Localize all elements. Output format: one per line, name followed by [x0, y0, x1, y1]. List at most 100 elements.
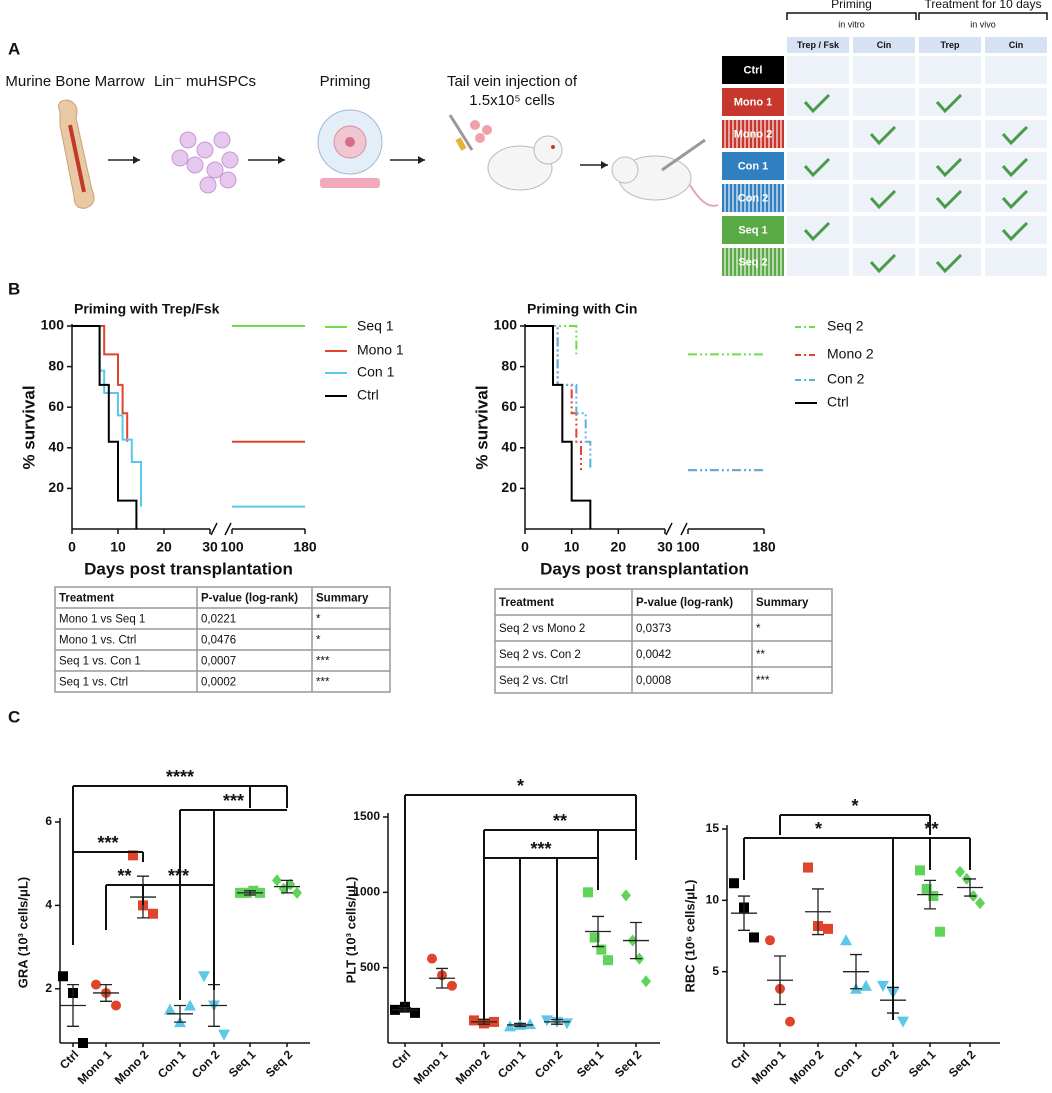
- significance-label: *: [851, 796, 858, 816]
- y-tick-label: 60: [501, 398, 517, 414]
- data-point: [541, 1015, 553, 1027]
- y-tick-label: 2: [45, 981, 52, 995]
- row-label: Seq 1: [738, 224, 767, 236]
- data-point: [928, 891, 939, 902]
- x-tick-label: Con 2: [189, 1047, 223, 1081]
- axis-break: [210, 522, 218, 536]
- data-point: [285, 878, 296, 891]
- y-axis-label: GRA (10³ cells/μL): [15, 877, 30, 989]
- table-cell: [985, 184, 1047, 212]
- table-cell: [853, 184, 915, 212]
- data-point: [823, 923, 833, 934]
- table-cell: [787, 184, 849, 212]
- row-stripes: [722, 248, 784, 276]
- x-tick-label: 30: [202, 539, 218, 555]
- column-header: [853, 37, 915, 53]
- table-cell: [919, 88, 981, 116]
- table-cell: [853, 88, 915, 116]
- column-label: Trep / Fsk: [797, 40, 840, 50]
- x-tick-label: 0: [521, 539, 529, 555]
- significance-label: ****: [166, 767, 194, 787]
- data-point: [184, 999, 196, 1011]
- significance-label: **: [553, 811, 567, 831]
- panel-label: C: [8, 707, 20, 726]
- table-header: P-value (log-rank): [636, 597, 733, 609]
- x-tick-label: Seq 2: [612, 1047, 645, 1080]
- error-bar: [244, 890, 256, 896]
- x-tick-label: 20: [611, 539, 627, 555]
- group-title: Treatment for 10 days: [925, 0, 1042, 11]
- data-point: [58, 971, 68, 982]
- error-bar: [630, 921, 642, 960]
- survival-line: [525, 325, 592, 529]
- check-mark: [803, 93, 831, 114]
- x-tick-label: Con 2: [532, 1047, 566, 1081]
- column-label: Trep: [940, 40, 960, 50]
- y-tick-label: 40: [48, 439, 64, 455]
- data-point: [583, 887, 593, 898]
- column-label: Cin: [1009, 40, 1024, 50]
- significance-label: **: [924, 819, 938, 839]
- x-tick-label: Ctrl: [389, 1047, 414, 1072]
- table-cell: [919, 152, 981, 180]
- error-bar: [399, 1006, 411, 1013]
- significance-bracket: [72, 785, 288, 852]
- data-point: [427, 953, 437, 964]
- axis-break: [224, 522, 232, 536]
- data-point: [524, 1018, 536, 1030]
- table-cell: *: [756, 623, 761, 635]
- axis-break: [680, 522, 688, 536]
- significance-bracket: [142, 884, 215, 1000]
- row-label: Con 2: [738, 192, 769, 204]
- y-tick-label: 5: [712, 964, 719, 978]
- x-tick-label: 180: [752, 539, 776, 555]
- table-cell: 0,0042: [636, 649, 671, 661]
- data-point: [641, 975, 651, 988]
- check-mark: [1001, 125, 1029, 146]
- group-subtitle: in vitro: [838, 19, 865, 29]
- check-mark: [1001, 221, 1029, 242]
- column-label: Cin: [877, 40, 892, 50]
- error-bar: [100, 983, 112, 1002]
- table-header: Summary: [316, 593, 369, 605]
- check-mark: [1001, 189, 1029, 210]
- survival-line: [525, 325, 764, 472]
- table-cell: ***: [316, 677, 330, 689]
- legend-label: Mono 2: [827, 346, 874, 362]
- y-tick-label: 80: [501, 357, 517, 373]
- group-subtitle: in vivo: [970, 19, 996, 29]
- table-cell: [919, 120, 981, 148]
- row-stripes: [722, 120, 784, 148]
- error-bar: [812, 888, 824, 936]
- table-cell: Mono 1 vs. Ctrl: [59, 635, 136, 647]
- illustrations: [58, 99, 719, 209]
- table-cell: [985, 216, 1047, 244]
- data-point: [561, 1018, 573, 1030]
- column-header: [985, 37, 1047, 53]
- table-cell: 0,0002: [201, 677, 236, 689]
- table-cell: [787, 248, 849, 276]
- survival-line: [72, 325, 305, 443]
- table-cell: [853, 152, 915, 180]
- column-header: [787, 37, 849, 53]
- check-mark: [869, 125, 897, 146]
- data-point: [785, 1016, 795, 1027]
- table-header: Summary: [756, 597, 809, 609]
- data-point: [78, 1038, 88, 1048]
- error-bar: [281, 879, 293, 894]
- x-tick-label: Seq 1: [574, 1047, 607, 1080]
- data-point: [840, 934, 852, 946]
- check-mark: [935, 189, 963, 210]
- step-label: Priming: [320, 73, 371, 90]
- group-bracket: [918, 12, 1048, 20]
- table-cell: 0,0007: [201, 656, 236, 668]
- row-label: Seq 2: [738, 256, 767, 268]
- y-tick-label: 1500: [353, 809, 380, 823]
- x-tick-label: 20: [156, 539, 172, 555]
- table-cell: [919, 248, 981, 276]
- table-header: Treatment: [499, 597, 554, 609]
- data-point: [765, 935, 775, 946]
- data-point: [975, 897, 985, 910]
- error-bar: [174, 1004, 186, 1023]
